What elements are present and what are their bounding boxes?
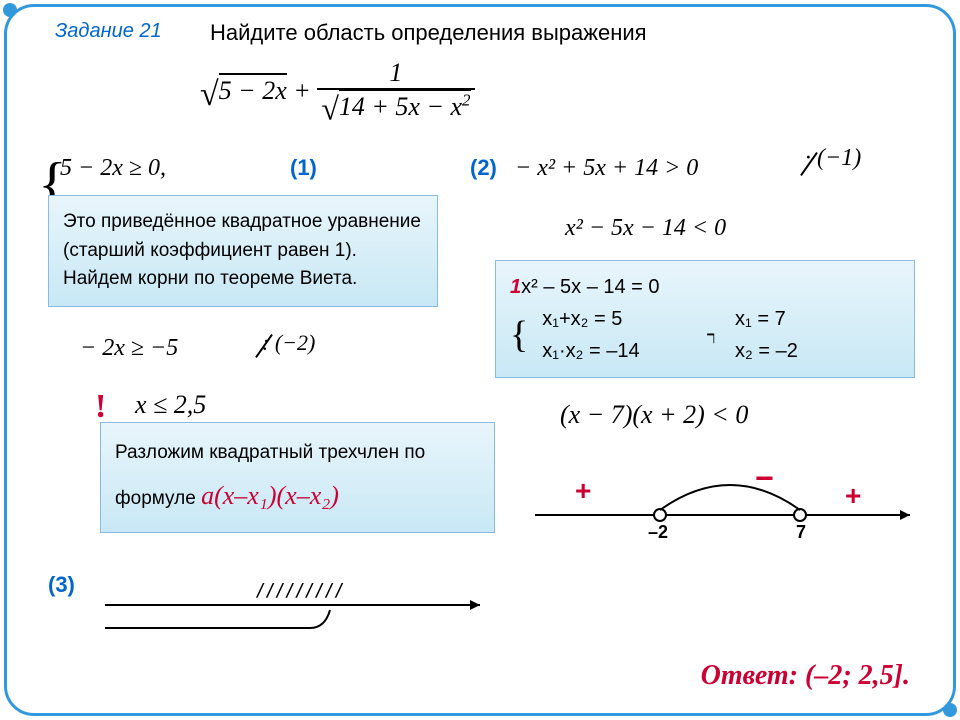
exclamation-icon: ! [95,388,106,426]
plus-op: + [293,76,317,105]
denominator: √14 + 5x − x2 [317,90,474,128]
root-1: x₁ = 7 [735,303,798,335]
answer-value: (–2; 2,5]. [805,660,910,691]
corner-decoration-tl [3,3,17,17]
numerator: 1 [317,58,474,90]
inequality-2: − x² + 5x + 14 > 0 [515,155,698,182]
small-bracket-right: ⌐ [706,305,715,366]
answer-label: Ответ: [701,660,805,691]
corner-decoration-br [943,703,957,717]
den-inner: 14 + 5x − x [339,92,462,121]
main-expression: √5 − 2x + 1 √14 + 5x − x2 [200,58,475,128]
quadratic-eq: x² – 5x – 14 = 0 [521,276,659,298]
root-2: x₂ = –2 [735,335,798,367]
result-inequality-1: x ≤ 2,5 [135,390,206,420]
step-isolate: − 2x ≥ −5 [80,335,178,362]
fraction: 1 √14 + 5x − x2 [317,58,474,128]
small-brace-left: { [510,305,528,366]
hatch-marks: ///////// [255,580,344,601]
minus-mid: − [755,460,774,497]
answer-line: Ответ: (–2; 2,5]. [701,660,910,692]
task-label: Задание 21 [55,20,162,43]
vieta-box: 1x² – 5x – 14 = 0 { x₁+x₂ = 5 x₁·x₂ = –1… [495,260,915,378]
point-neg2: –2 [648,522,668,543]
point-7: 7 [796,522,806,543]
step-marker-1: (1) [290,155,317,181]
multiply-neg1: · (−1) [805,145,861,172]
plus-right: + [845,480,861,512]
task-prompt: Найдите область определения выражения [210,20,647,46]
step-marker-2: (2) [470,155,497,181]
sqrt-radicand: 5 − 2x [219,73,287,105]
vieta-product: x₁·x₂ = –14 [542,335,639,367]
factored-inequality: (x − 7)(x + 2) < 0 [560,400,748,430]
leading-coeff: 1 [510,276,521,298]
inequality-1: 5 − 2x ≥ 0, [60,155,166,182]
inequality-2-simplified: x² − 5x − 14 < 0 [565,215,726,242]
step-marker-3: (3) [48,572,75,598]
factor-formula: a(x–x₁)(x–x₂) [201,481,339,510]
combined-number-line: ///////// [100,580,500,660]
note-box-factor: Разложим квадратный трехчлен по формуле … [100,422,495,533]
vieta-sum: x₁+x₂ = 5 [542,303,639,335]
sign-chart: + − + –2 7 [530,450,930,550]
den-exp: 2 [462,90,470,109]
divide-neg2: : (−2) [262,330,315,356]
note-box-vieta: Это приведённое квадратное уравнение (ст… [48,195,438,307]
plus-left: + [575,475,591,507]
